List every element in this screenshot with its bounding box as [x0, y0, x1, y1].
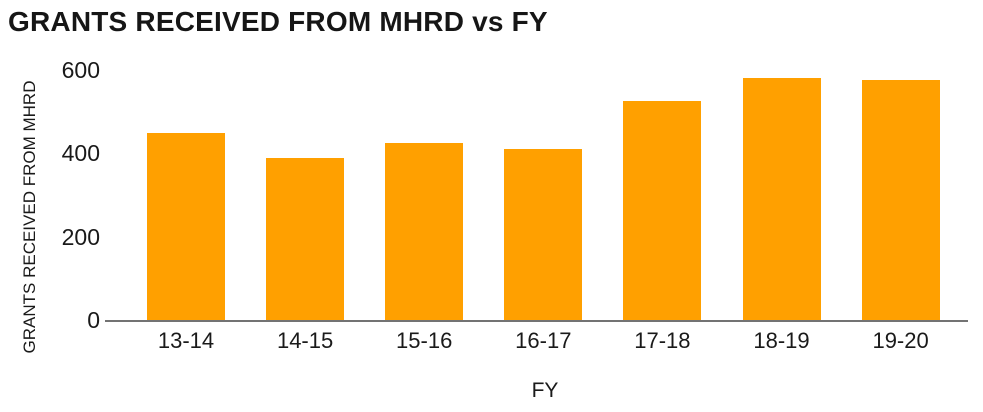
y-tick-label-600: 600 [61, 57, 100, 83]
x-tick-label-14-15: 14-15 [276, 328, 334, 353]
bar-17-18 [623, 101, 702, 320]
y-tick-label-400: 400 [61, 140, 100, 167]
x-tick-label-18-19: 18-19 [753, 328, 810, 353]
bar-13-14 [147, 132, 225, 320]
bar-18-19 [742, 78, 821, 320]
y-axis-tick-labels: 0 200 400 600 [0, 58, 100, 332]
bars-layer [105, 70, 968, 320]
bar-19-20 [861, 80, 940, 320]
x-tick-label-13-14: 13-14 [157, 328, 215, 353]
x-tick-label-17-18: 17-18 [634, 328, 691, 353]
bar-14-15 [266, 157, 345, 320]
plot-area [105, 70, 968, 322]
x-axis-tick-labels: 13-14 14-15 15-16 16-17 17-18 18-19 19-20 [105, 328, 968, 358]
y-tick-label-0: 0 [87, 307, 100, 333]
x-axis-title: FY [531, 379, 559, 402]
x-tick-label-15-16: 15-16 [396, 328, 453, 353]
y-tick-label-200: 200 [61, 223, 100, 250]
bar-16-17 [504, 149, 583, 320]
x-tick-label-19-20: 19-20 [872, 328, 929, 353]
x-tick-label-16-17: 16-17 [515, 328, 572, 353]
chart-title: GRANTS RECEIVED FROM MHRD vs FY [8, 6, 548, 37]
bar-15-16 [385, 142, 464, 320]
